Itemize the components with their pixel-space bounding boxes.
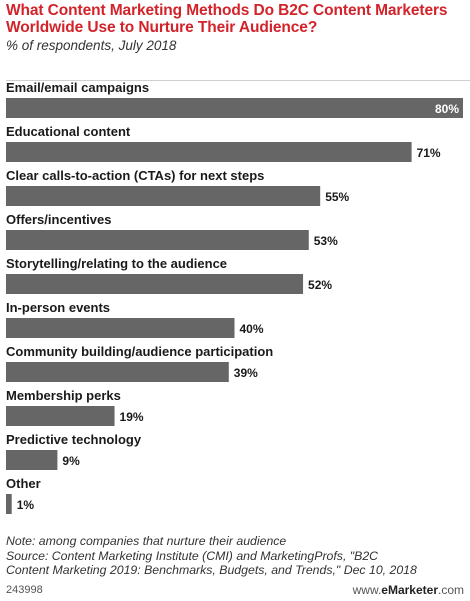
bar <box>6 362 229 382</box>
value-label: 53% <box>314 234 338 248</box>
value-label: 71% <box>417 146 441 160</box>
category-label: Membership perks <box>6 388 121 403</box>
value-label: 80% <box>435 102 459 116</box>
bar-chart: Email/email campaigns 80% Educational cont… <box>6 80 463 514</box>
bar <box>6 274 304 294</box>
chart-subtitle: % of respondents, July 2018 <box>6 38 177 53</box>
chart-bottom-bar: 243998 www.eMarketer.com <box>6 583 464 599</box>
category-label: Clear calls-to-action (CTAs) for next st… <box>6 168 264 183</box>
bar <box>6 450 58 470</box>
brand-link[interactable]: www.eMarketer.com <box>353 583 464 597</box>
value-label: 52% <box>308 278 332 292</box>
brand-prefix: www. <box>352 583 382 597</box>
value-label: 1% <box>17 498 35 512</box>
brand-suffix: .com <box>437 583 464 597</box>
bar <box>6 494 12 514</box>
category-label: In-person events <box>6 300 110 315</box>
source-line-1: Source: Content Marketing Institute (CMI… <box>6 548 379 563</box>
bar <box>6 406 115 426</box>
bar <box>6 142 412 162</box>
category-label: Educational content <box>6 124 131 139</box>
value-label: 39% <box>234 366 258 380</box>
chart-footer: Note: among companies that nurture their… <box>6 534 466 578</box>
chart-source: Source: Content Marketing Institute (CMI… <box>6 549 466 578</box>
chart-note: Note: among companies that nurture their… <box>6 534 287 548</box>
category-label: Other <box>6 476 41 491</box>
value-label: 19% <box>120 410 144 424</box>
bar <box>6 98 463 118</box>
value-label: 9% <box>62 454 80 468</box>
category-label: Email/email campaigns <box>6 80 149 95</box>
header-divider <box>6 80 470 81</box>
category-label: Storytelling/relating to the audience <box>6 256 227 271</box>
source-line-2: Content Marketing 2019: Benchmarks, Budg… <box>6 563 417 577</box>
brand-name: eMarketer <box>381 583 438 597</box>
chart-id: 243998 <box>6 584 43 596</box>
value-label: 55% <box>325 190 349 204</box>
bar <box>6 186 321 206</box>
category-label: Offers/incentives <box>6 212 112 227</box>
value-label: 40% <box>240 322 264 336</box>
chart-header: What Content Marketing Methods Do B2C Co… <box>6 2 470 81</box>
category-label: Predictive technology <box>6 432 142 447</box>
bar <box>6 318 235 338</box>
category-label: Community building/audience participatio… <box>6 344 273 359</box>
chart-title: What Content Marketing Methods Do B2C Co… <box>6 2 448 36</box>
bar <box>6 230 309 250</box>
